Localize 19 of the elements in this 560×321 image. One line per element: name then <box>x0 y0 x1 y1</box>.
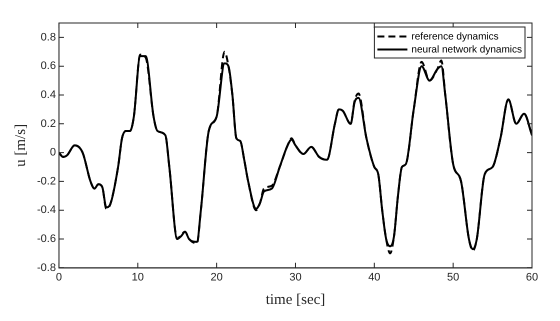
x-tick-label: 20 <box>210 271 223 284</box>
y-tick-label: 0.2 <box>40 118 56 130</box>
y-tick-label: -0.2 <box>36 175 56 188</box>
y-axis-title: u [m/s] <box>12 124 29 167</box>
x-axis-title: time [sec] <box>266 292 326 308</box>
y-tick-label: -0.6 <box>36 233 56 246</box>
y-tick-label: 0.4 <box>40 89 56 102</box>
x-tick-label: 40 <box>368 271 380 284</box>
y-tick-label: 0.6 <box>40 60 56 72</box>
y-tick-label: 0.8 <box>40 31 56 44</box>
y-tick-label: 0 <box>50 146 56 159</box>
y-tick-label: -0.4 <box>36 204 56 216</box>
x-tick-label: 10 <box>132 271 144 284</box>
x-tick-label: 60 <box>526 271 538 284</box>
y-tick-label: -0.8 <box>36 262 56 274</box>
x-tick-label: 50 <box>447 271 460 284</box>
legend-label: reference dynamics <box>411 31 499 42</box>
x-tick-label: 30 <box>289 271 302 284</box>
legend-label: neural network dynamics <box>411 44 522 56</box>
